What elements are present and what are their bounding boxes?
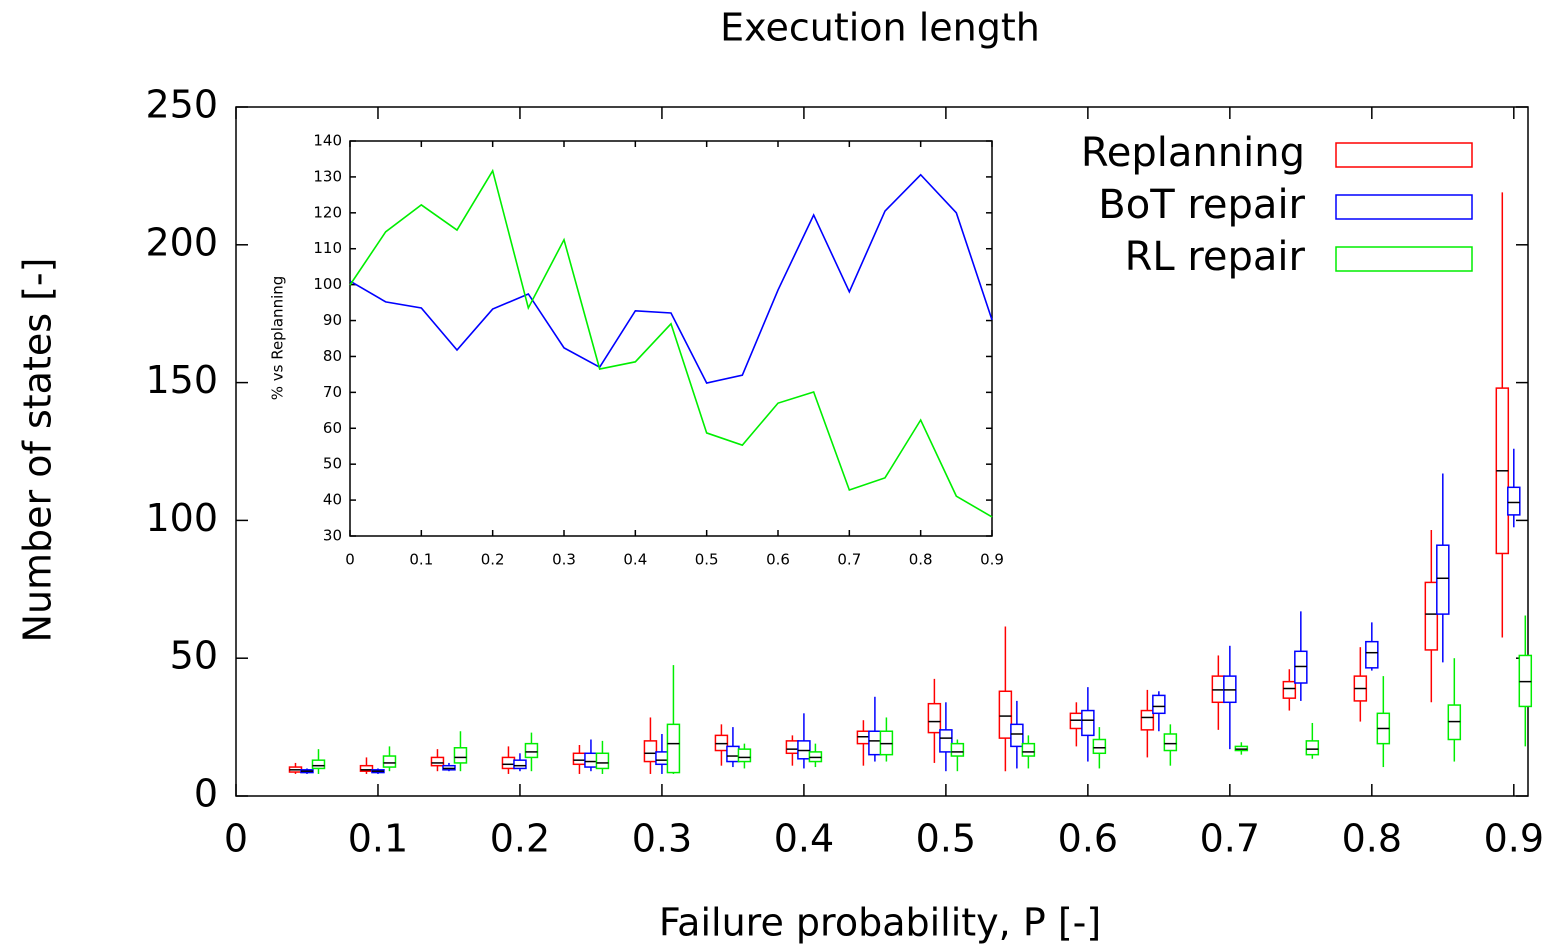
box — [1424, 581, 1439, 651]
legend-swatch — [1335, 246, 1473, 272]
box — [1092, 738, 1107, 755]
box — [868, 730, 882, 756]
box — [737, 748, 752, 763]
box — [939, 729, 953, 753]
legend-swatch — [1335, 194, 1473, 220]
box — [311, 759, 326, 770]
box — [666, 723, 681, 774]
y-tick-label: 200 — [145, 220, 218, 264]
line — [349, 168, 993, 518]
y-tick-label: 40 — [323, 491, 342, 509]
x-tick-label: 0.1 — [409, 551, 433, 569]
box — [1163, 733, 1178, 752]
plot-frame — [349, 140, 993, 537]
box — [453, 747, 468, 764]
x-tick-label: 0.2 — [481, 551, 505, 569]
box — [1152, 694, 1166, 715]
box — [1140, 709, 1155, 731]
box — [501, 756, 516, 770]
box — [1282, 680, 1297, 699]
box — [430, 756, 445, 767]
box — [1021, 742, 1036, 757]
x-tick-label: 0 — [224, 817, 248, 861]
box — [572, 752, 587, 766]
x-tick-label: 0.7 — [1200, 817, 1260, 861]
x-tick-label: 0 — [345, 551, 355, 569]
box — [1365, 640, 1379, 669]
x-tick-label: 0.1 — [348, 817, 408, 861]
x-tick-label: 0.4 — [623, 551, 647, 569]
y-tick-label: 50 — [170, 634, 218, 678]
x-tick-label: 0.6 — [766, 551, 790, 569]
y-tick-label: 120 — [313, 203, 342, 221]
y-tick-label: 90 — [323, 311, 342, 329]
box — [655, 751, 669, 766]
x-tick-label: 0.4 — [774, 817, 834, 861]
y-tick-label: 80 — [323, 347, 342, 365]
x-tick-label: 0.7 — [837, 551, 861, 569]
x-tick-label: 0.9 — [980, 551, 1004, 569]
x-axis-label: Failure probability, P [-] — [659, 901, 1101, 945]
x-tick-label: 0.8 — [1342, 817, 1402, 861]
box — [1507, 486, 1521, 516]
box — [998, 690, 1013, 739]
x-tick-label: 0.2 — [490, 817, 550, 861]
box — [513, 759, 527, 770]
box — [1436, 544, 1450, 615]
plot-frame — [235, 106, 1529, 797]
y-tick-label: 140 — [313, 132, 342, 150]
y-tick-label: 110 — [313, 239, 342, 257]
chart-title: Execution length — [720, 6, 1040, 50]
y-tick-label: 100 — [145, 496, 218, 540]
y-tick-label: 130 — [313, 167, 342, 185]
box — [382, 755, 397, 768]
box — [726, 745, 740, 763]
legend-label: RL repair — [1125, 234, 1306, 280]
x-tick-label: 0.3 — [632, 817, 692, 861]
x-tick-label: 0.6 — [1058, 817, 1118, 861]
inset-y-axis-label: % vs Replanning — [269, 276, 287, 401]
x-tick-label: 0.8 — [909, 551, 933, 569]
box — [524, 742, 539, 759]
y-tick-label: 100 — [313, 275, 342, 293]
box — [1010, 723, 1024, 748]
y-tick-label: 50 — [323, 455, 342, 473]
y-axis-label: Number of states [-] — [16, 258, 60, 643]
legend-swatch — [1335, 142, 1473, 168]
box — [1305, 740, 1320, 756]
box — [643, 740, 658, 763]
box — [950, 742, 965, 757]
box — [785, 740, 800, 755]
box — [1081, 709, 1095, 737]
y-tick-label: 0 — [194, 772, 218, 816]
x-tick-label: 0.5 — [916, 817, 976, 861]
box — [584, 752, 598, 768]
y-tick-label: 250 — [145, 83, 218, 127]
y-tick-label: 70 — [323, 383, 342, 401]
box — [927, 702, 942, 734]
line — [349, 173, 993, 384]
inset-background — [350, 141, 992, 536]
box — [595, 752, 610, 770]
y-tick-label: 30 — [323, 527, 342, 545]
x-tick-label: 0.5 — [695, 551, 719, 569]
y-tick-label: 60 — [323, 419, 342, 437]
x-tick-label: 0.3 — [552, 551, 576, 569]
x-tick-label: 0.9 — [1484, 817, 1544, 861]
legend-label: BoT repair — [1098, 182, 1305, 228]
legend-label: Replanning — [1081, 130, 1305, 176]
y-tick-label: 150 — [145, 358, 218, 402]
box — [359, 764, 374, 772]
